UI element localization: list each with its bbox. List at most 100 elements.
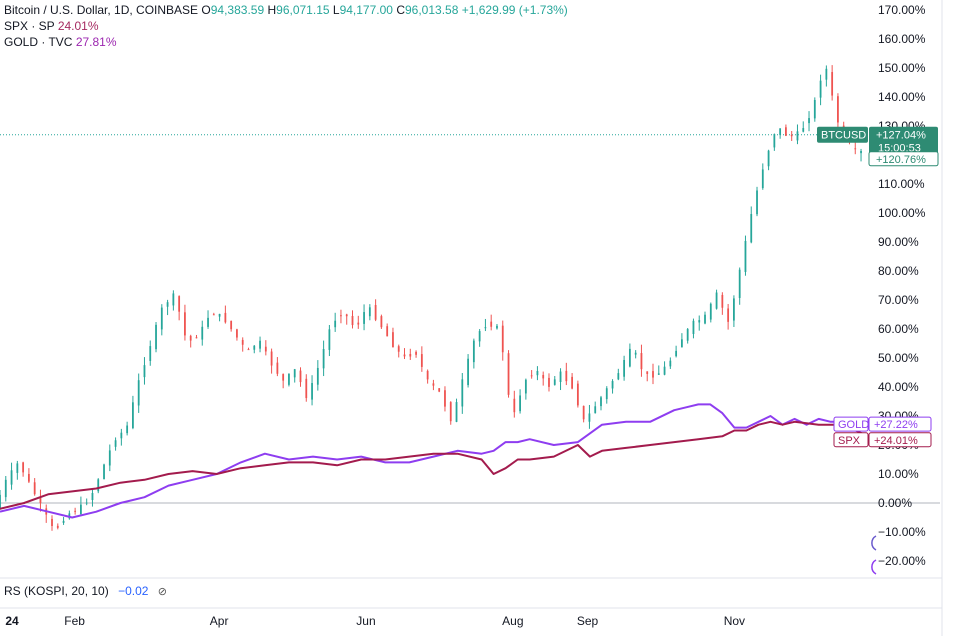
low-key: L (332, 3, 340, 17)
close-value: 96,013.58 (404, 3, 459, 17)
btc-name-text: BTCUSD (821, 130, 866, 142)
btc-candle (802, 128, 805, 132)
gold-value: 27.81% (75, 35, 117, 49)
x-tick-label: Nov (724, 614, 745, 628)
high-value: 96,071.15 (276, 3, 330, 17)
btc-candle (334, 320, 337, 328)
btc-candle (600, 397, 602, 407)
btc-candle (155, 324, 157, 350)
btc-candle (432, 383, 435, 386)
btc-candle (420, 354, 423, 367)
btc-candle (854, 148, 857, 150)
y-tick-label: 160.00% (878, 32, 926, 46)
btc-candle (472, 340, 475, 363)
gold-name: GOLD · TVC (4, 35, 73, 49)
btc-candle (409, 353, 412, 357)
btc-candle (559, 371, 562, 382)
btc-candle (218, 313, 221, 317)
btc-candle (733, 298, 735, 321)
legend-gold[interactable]: GOLD · TVC 27.81% (4, 34, 568, 50)
btc-candle (796, 131, 799, 141)
btc-candle (530, 375, 533, 377)
btc-candle (316, 367, 319, 385)
btc-candle (340, 315, 342, 317)
x-tick-label: Aug (502, 614, 523, 628)
btc-candle (634, 352, 637, 355)
btc-candle (449, 402, 452, 422)
btc-second-text: +120.76% (876, 154, 926, 166)
y-tick-label: 110.00% (878, 177, 925, 191)
y-tick-label: 90.00% (878, 235, 919, 249)
scroll-marker-icon[interactable] (871, 535, 877, 551)
btc-candle (282, 374, 285, 381)
btc-candle (259, 340, 261, 349)
indicator-legend[interactable]: RS (KOSPI, 20, 10) −0.02 ⊘ (4, 584, 167, 598)
btc-candle (201, 326, 204, 340)
indicator-value: −0.02 (118, 584, 149, 598)
btc-value-tag (869, 126, 938, 156)
btc-candle (484, 327, 487, 329)
y-tick-label: 70.00% (878, 293, 919, 307)
btc-candle (646, 371, 649, 374)
btc-candle (813, 99, 816, 119)
btc-candle (56, 525, 59, 528)
btc-candle (490, 321, 493, 327)
x-tick-label: 24 (5, 614, 19, 628)
gold-value-tag (868, 416, 932, 432)
spx-value-tag (868, 432, 932, 448)
btc-candle (594, 406, 597, 414)
btc-candle (16, 463, 19, 473)
x-tick-label: Sep (577, 614, 599, 628)
btc-candle (663, 366, 666, 375)
btc-candle (628, 348, 631, 367)
btc-candle (438, 388, 441, 392)
y-tick-label: 0.00% (878, 496, 912, 510)
btc-candle (675, 350, 678, 357)
x-tick-label: Apr (210, 614, 229, 628)
btc-candle (397, 346, 400, 352)
btc-candle (305, 378, 308, 399)
y-tick-label: 50.00% (878, 351, 919, 365)
btc-candle (184, 312, 186, 336)
btc-candle (103, 464, 105, 480)
btc-candle (548, 377, 550, 387)
btc-candle (22, 462, 25, 473)
scroll-marker-icon[interactable] (871, 559, 877, 575)
btc-candle (241, 339, 244, 345)
btc-candle (207, 317, 209, 327)
btc-candle (160, 307, 163, 330)
open-value: 94,383.59 (210, 3, 265, 17)
btc-candle (97, 479, 100, 492)
btc-candle (264, 346, 267, 352)
hide-indicator-icon[interactable]: ⊘ (157, 586, 167, 598)
btc-candle (750, 213, 753, 243)
spx-line (0, 420, 863, 510)
btc-candle (386, 326, 389, 337)
btc-candle (588, 413, 591, 422)
open-key: O (201, 3, 211, 17)
btc-candle (62, 520, 65, 523)
btc-candle (785, 127, 787, 136)
btc-candle (467, 358, 469, 386)
btc-candle (166, 302, 169, 307)
legend-main-symbol[interactable]: Bitcoin / U.S. Dollar, 1D, COINBASE O94,… (4, 2, 568, 18)
spx-name-text: SPX (838, 435, 861, 447)
btc-candle (33, 482, 36, 495)
btc-candle (790, 134, 793, 137)
btc-candle (426, 370, 429, 380)
legend-spx[interactable]: SPX · SP 24.01% (4, 18, 568, 34)
indicator-label: RS (KOSPI, 20, 10) (4, 584, 109, 598)
high-key: H (267, 3, 277, 17)
btc-candle (403, 354, 406, 357)
btc-candle (692, 320, 695, 335)
btc-value-text: +127.04% (876, 130, 926, 142)
btc-candle (837, 96, 839, 123)
btc-second-tag (868, 151, 939, 167)
close-key: C (396, 3, 405, 17)
gold-line (0, 403, 863, 519)
btc-candle (132, 402, 134, 429)
btc-candle (189, 335, 192, 341)
btc-candle (328, 329, 331, 350)
btc-candle (91, 493, 94, 501)
